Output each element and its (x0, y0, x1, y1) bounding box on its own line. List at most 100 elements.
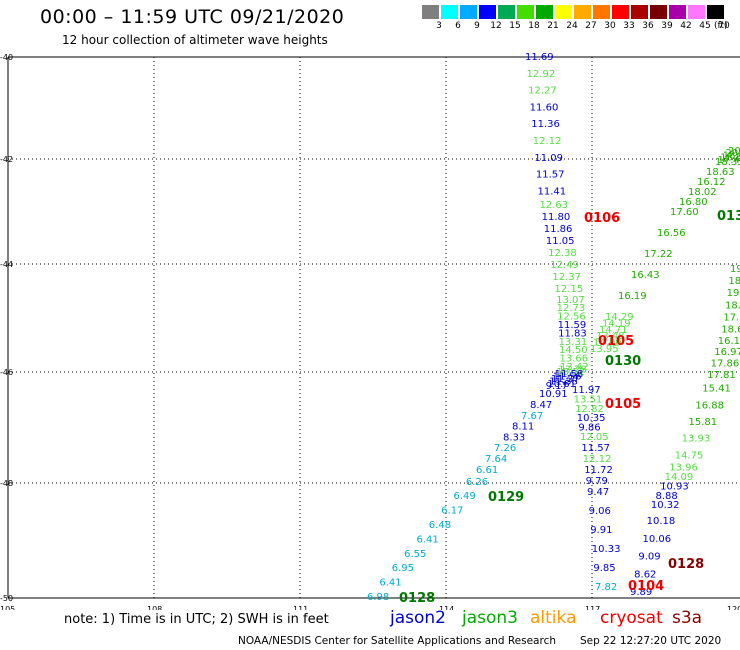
legend-swatch (441, 5, 458, 19)
track-d-value: 17.81 (707, 370, 736, 381)
pass-time-label: 0128 (668, 557, 704, 572)
track-d-value: 13.93 (682, 434, 711, 445)
legend-swatch (498, 5, 515, 19)
track-a-value: 14.50 (559, 345, 588, 356)
track-d-value: 9.09 (638, 552, 660, 563)
track-b-value: 14.00 (593, 338, 622, 349)
track-a-value: 6.95 (392, 563, 414, 574)
legend-label: 36 (642, 21, 654, 31)
track-c-value: 9.85 (593, 563, 615, 574)
track-b-value: 18.35 (715, 157, 740, 168)
track-a-value: 11.60 (530, 102, 559, 113)
footer-note: note: 1) Time is in UTC; 2) SWH is in fe… (64, 612, 329, 627)
lon-label: 114 (439, 605, 454, 610)
track-a-value: 11.59 (558, 320, 587, 331)
lat-label: -42 (0, 155, 13, 164)
track-a-value: 13.28 (558, 364, 587, 375)
track-b-value: 13.48 (596, 331, 625, 342)
track-d-value: 19 (730, 264, 740, 275)
legend-label: 9 (474, 21, 480, 31)
track-c-value: 11.72 (584, 465, 613, 476)
legend-swatch (631, 5, 648, 19)
track-d-value: 19.2 (727, 288, 740, 299)
legend-swatch (669, 5, 686, 19)
track-b-value: 16.80 (679, 197, 708, 208)
color-legend: 3 6 9 12 15 18 21 24 27 30 33 36 39 42 45 70 (ft) (422, 5, 730, 35)
lon-label: 111 (293, 605, 308, 610)
track-a-value: 11.41 (537, 186, 566, 197)
legend-label: 70 (718, 21, 730, 31)
track-b-value: 16.56 (657, 228, 686, 239)
satellite-tracks: 11.69 12.92 12.27 11.60 11.36 12.12 11.09 11.57… (367, 52, 740, 606)
track-a-value: 6.48 (429, 520, 451, 531)
track-a-value: 11.57 (536, 170, 565, 181)
lon-label: 108 (147, 605, 162, 610)
track-a-value: 8.33 (503, 432, 525, 443)
track-b-value: 18.0 (723, 150, 740, 161)
pass-time-label: 0104 (628, 579, 664, 594)
page-subtitle: 12 hour collection of altimeter wave hei… (62, 33, 328, 47)
page-title: 00:00 – 11:59 UTC 09/21/2020 (40, 6, 345, 28)
track-a-value: 11.38 (549, 376, 578, 387)
track-d-value: 10.06 (643, 534, 672, 545)
satellite-s3a: s3a (672, 608, 703, 628)
track-d-value: 18. (728, 276, 740, 287)
pass-time-label: 013 (717, 209, 740, 224)
legend-label: 27 (585, 21, 597, 31)
track-a-value: 12.56 (557, 312, 586, 323)
track-d-value: 17.86 (711, 359, 740, 370)
track-b-value: 14.19 (602, 318, 631, 329)
track-b-value: 17.40 (718, 155, 740, 166)
track-a-value: 11.56 (553, 372, 582, 383)
track-c-value: 12.82 (575, 404, 604, 415)
track-c-value: 9.47 (587, 487, 609, 498)
lon-label: 117 (585, 605, 600, 610)
track-c-value: 13.51 (574, 394, 603, 405)
track-a-value: 12.37 (552, 272, 581, 283)
track-a-value: 6.98 (367, 592, 389, 603)
legend-label: 39 (661, 21, 673, 31)
track-a-value: 6.49 (454, 491, 476, 502)
track-d-value: 16.97 (714, 347, 740, 358)
track-b-value: 18.02 (688, 187, 717, 198)
lat-label: -48 (0, 479, 13, 488)
legend-label: 42 (680, 21, 692, 31)
pass-time-label: 0106 (584, 211, 620, 226)
legend-label: 18 (528, 21, 540, 31)
track-d-value: 17.80 (723, 312, 740, 323)
lat-label: -44 (0, 260, 13, 269)
track-a-value: 7.64 (485, 454, 507, 465)
track-d-value: 14.75 (675, 450, 704, 461)
track-c-value: 9.06 (589, 506, 611, 517)
track-a-value: 11.36 (531, 119, 560, 130)
map-frame (7, 56, 740, 599)
satellite-jason3: jason3 (462, 608, 518, 628)
legend-label: 15 (509, 21, 521, 31)
track-c-value: 10.33 (592, 544, 621, 555)
track-b-value: 16.19 (618, 291, 647, 302)
track-c-value: 10.35 (577, 413, 606, 424)
track-c-value: 9.91 (590, 525, 612, 536)
track-a-value: 6.41 (379, 578, 401, 589)
axis-labels: -40 -42 -44 -46 -48 -50 105 108 111 114 117 120 (0, 53, 740, 610)
satellite-altika: altika (530, 608, 577, 628)
legend-swatch (707, 5, 724, 19)
track-b-value: 13.95 (590, 344, 619, 355)
track-a-value: 6.17 (441, 506, 463, 517)
track-b-value: 18.63 (706, 167, 735, 178)
track-d-value: 10.18 (647, 516, 676, 527)
legend-swatch (688, 5, 705, 19)
track-a-value: 13.52 (556, 367, 585, 378)
track-a-value: 11.05 (546, 236, 575, 247)
satellite-cryosat: cryosat (600, 608, 663, 628)
legend-label: 24 (566, 21, 578, 31)
track-c-value: 12.12 (583, 454, 612, 465)
track-d-value: 14.09 (665, 472, 694, 483)
lat-label: -40 (0, 53, 13, 62)
altimeter-map: -40 -42 -44 -46 -48 -50 105 108 111 114 117 120 11.… (0, 52, 740, 610)
legend-swatch (479, 5, 496, 19)
legend-swatch (517, 5, 534, 19)
legend-swatch (555, 5, 572, 19)
pass-time-label: 0105 (598, 334, 634, 349)
track-d-value: 18.61 (721, 324, 740, 335)
